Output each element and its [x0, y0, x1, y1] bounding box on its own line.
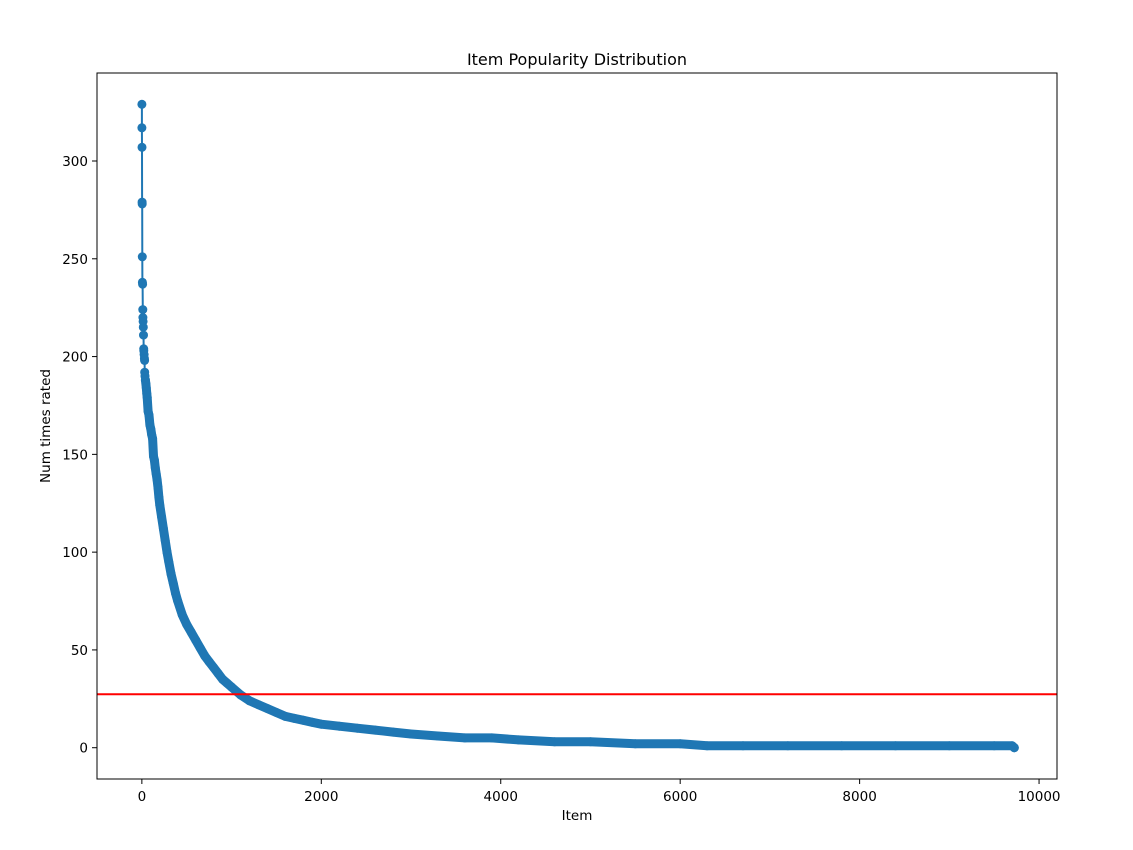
data-point: [137, 199, 147, 209]
x-tick-label: 8000: [842, 789, 876, 805]
x-tick-label: 2000: [304, 789, 338, 805]
data-point: [138, 305, 148, 315]
plot-layer: [97, 99, 1057, 753]
y-axis-label: Num times rated: [38, 369, 54, 483]
data-point: [140, 356, 150, 365]
data-point: [138, 279, 148, 289]
series-marker-band: [227, 682, 1019, 753]
y-tick-label: 0: [79, 741, 88, 757]
y-tick-label: 50: [71, 643, 88, 659]
y-tick-label: 200: [62, 350, 88, 366]
data-point: [137, 123, 147, 133]
x-tick-label: 0: [138, 789, 147, 805]
chart-title: Item Popularity Distribution: [467, 50, 687, 69]
x-tick-label: 4000: [484, 789, 518, 805]
y-tick-label: 100: [62, 545, 88, 561]
ticks-layer: 0 2000 4000 6000 8000 10000 0 50 100 150 200 250 300: [62, 154, 1060, 805]
x-axis-label: Item: [562, 808, 593, 824]
data-point: [137, 142, 147, 152]
series-marker-band: [140, 375, 237, 692]
x-tick-label: 10000: [1018, 789, 1061, 805]
data-point: [137, 252, 147, 262]
data-point: [139, 330, 148, 340]
axes-frame: [96, 72, 1058, 780]
y-tick-label: 250: [62, 252, 88, 268]
data-point: [138, 322, 148, 332]
y-tick-label: 150: [62, 447, 88, 463]
x-tick-label: 6000: [663, 789, 697, 805]
y-tick-label: 300: [62, 154, 88, 170]
data-point: [137, 99, 147, 109]
